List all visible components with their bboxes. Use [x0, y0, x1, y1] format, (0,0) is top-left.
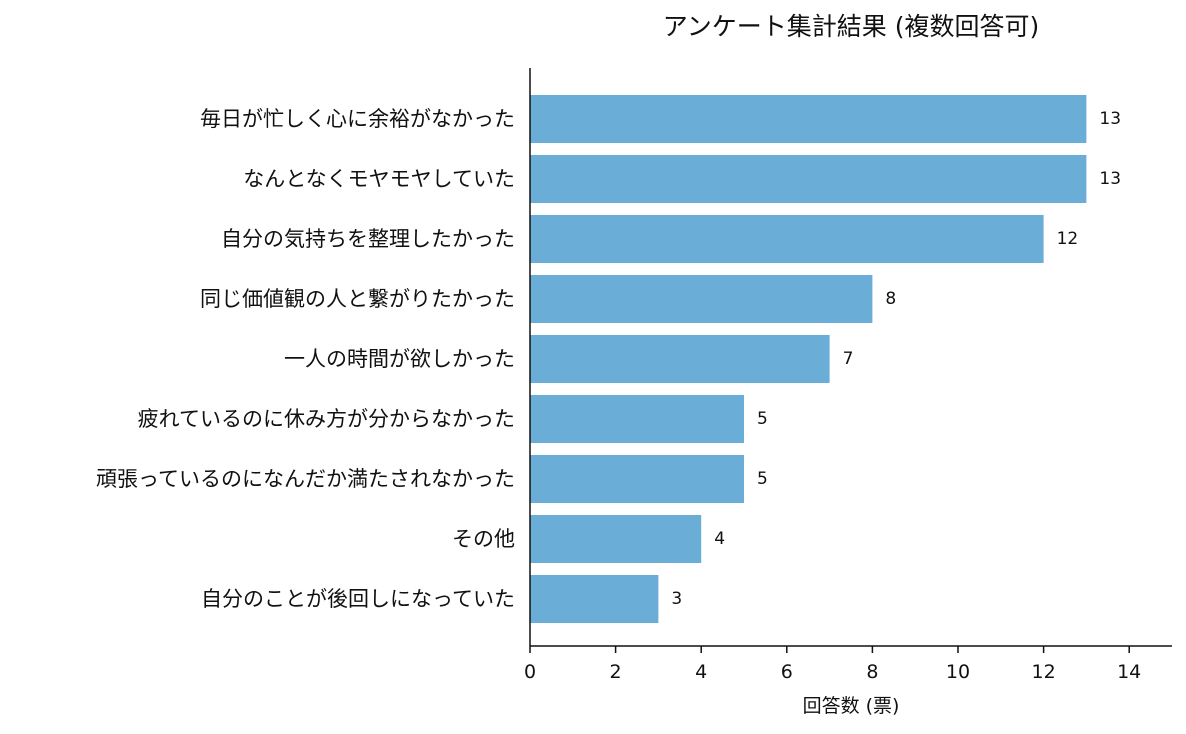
value-label: 5: [757, 409, 768, 429]
bar: [530, 215, 1044, 263]
x-tick-label: 6: [781, 661, 793, 683]
category-label: 疲れているのに休み方が分からなかった: [138, 407, 515, 431]
bar: [530, 515, 702, 563]
x-tick-label: 2: [610, 661, 622, 683]
x-tick-label: 4: [695, 661, 707, 683]
bar: [530, 335, 830, 383]
category-label: 頑張っているのになんだか満たされなかった: [96, 467, 515, 491]
x-axis-title: 回答数 (票): [803, 695, 900, 717]
category-label: 自分の気持ちを整理したかった: [221, 227, 515, 251]
category-label: 自分のことが後回しになっていた: [201, 587, 515, 611]
category-label: なんとなくモヤモヤしていた: [243, 167, 515, 191]
value-label: 4: [714, 529, 725, 549]
bar: [530, 155, 1087, 203]
x-tick-label: 10: [946, 661, 970, 683]
category-label: 毎日が忙しく心に余裕がなかった: [200, 107, 515, 131]
bar: [530, 275, 873, 323]
category-label: 一人の時間が欲しかった: [284, 347, 515, 371]
bar: [530, 455, 744, 503]
category-label: その他: [452, 527, 515, 551]
chart-title: アンケート集計結果 (複数回答可): [663, 12, 1039, 41]
bar: [530, 95, 1087, 143]
x-tick-label: 14: [1117, 661, 1141, 683]
bar: [530, 395, 744, 443]
value-label: 5: [757, 469, 768, 489]
x-tick-label: 8: [866, 661, 878, 683]
value-label: 8: [885, 289, 896, 309]
category-label: 同じ価値観の人と繋がりたかった: [200, 287, 515, 311]
value-label: 13: [1099, 169, 1121, 189]
value-label: 13: [1099, 109, 1121, 129]
bar: [530, 575, 659, 623]
value-label: 7: [843, 349, 854, 369]
x-tick-label: 0: [524, 661, 536, 683]
value-label: 12: [1057, 229, 1079, 249]
x-tick-label: 12: [1032, 661, 1056, 683]
value-label: 3: [671, 589, 682, 609]
